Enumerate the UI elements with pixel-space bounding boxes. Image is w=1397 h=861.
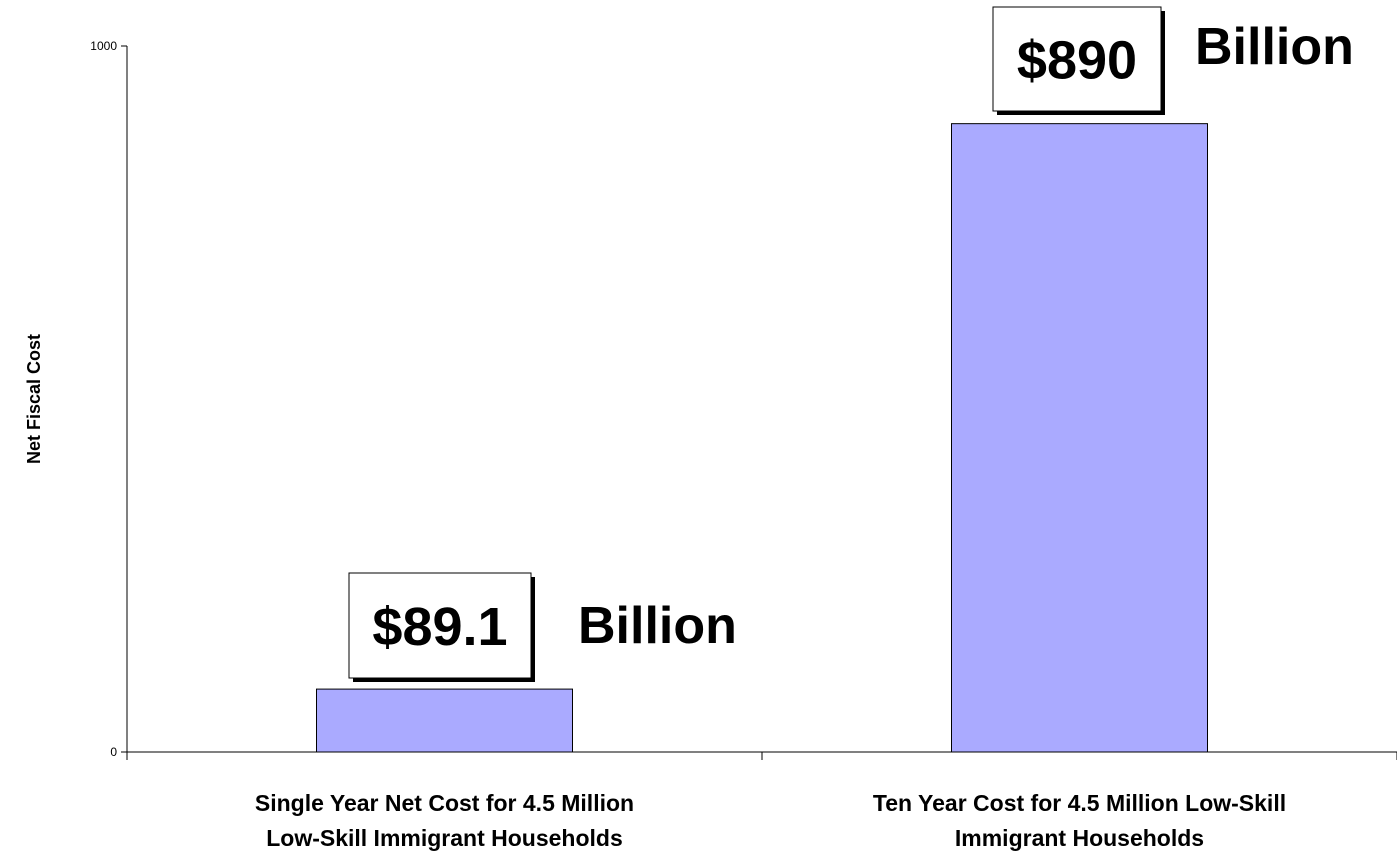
y-axis-label: Net Fiscal Cost	[24, 334, 44, 464]
x-tick-label: Immigrant Households	[955, 825, 1204, 851]
bar-1	[316, 688, 573, 753]
data-label-2: $890 Billion	[992, 6, 1354, 115]
category-labels: Single Year Net Cost for 4.5 Million Low-…	[255, 790, 1286, 851]
x-tick-label: Ten Year Cost for 4.5 Million Low-Skill	[873, 790, 1286, 816]
data-label-box	[348, 572, 532, 679]
data-labels: $89.1 Billion $890 Billion	[348, 6, 1354, 682]
data-label-1: $89.1 Billion	[348, 572, 737, 682]
x-tick-label: Low-Skill Immigrant Households	[266, 825, 623, 851]
bar-2	[951, 123, 1208, 753]
data-label-unit: Billion	[578, 597, 737, 655]
bars	[316, 123, 1208, 753]
y-tick-label: 0	[110, 745, 117, 759]
y-ticks: 0 1000	[90, 39, 127, 759]
data-label-box	[992, 6, 1162, 112]
y-tick-label: 1000	[90, 39, 117, 53]
data-label-amount: $89.1	[372, 597, 507, 657]
data-label-amount: $890	[1017, 30, 1137, 90]
data-label-unit: Billion	[1195, 18, 1354, 76]
x-tick-label: Single Year Net Cost for 4.5 Million	[255, 790, 634, 816]
